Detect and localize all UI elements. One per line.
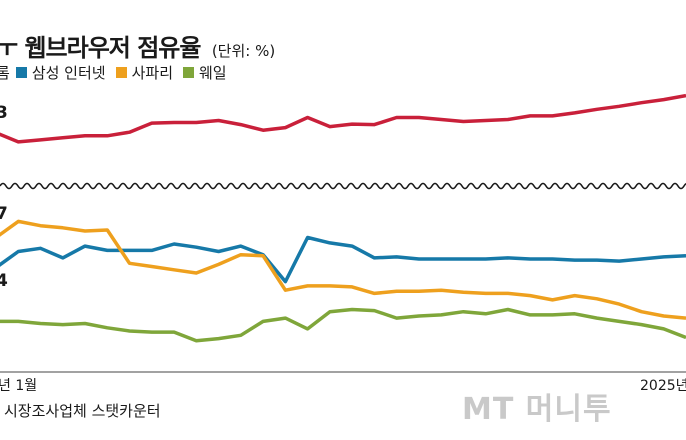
source-note: 시장조사업체 스탯카운터 — [4, 402, 161, 420]
x-start-month: 1월 — [15, 378, 38, 394]
legend-partial-label: 롬 — [0, 64, 10, 82]
title-text: 웹브라우저 점유율 — [24, 34, 201, 62]
x-start-prefix: 년 — [0, 378, 11, 394]
watermark-logo: MT 머니투 — [462, 392, 612, 427]
title-prefix: ㅜ — [0, 34, 18, 62]
legend-swatch-safari — [115, 67, 127, 78]
x-end-label: 2025년 — [640, 378, 686, 394]
legend-label-safari: 사파리 — [131, 64, 173, 82]
legend-label-whale: 웨일 — [199, 64, 227, 82]
legend-swatch-samsung — [15, 67, 27, 78]
series-lines — [0, 93, 686, 343]
axis-break-mark — [0, 182, 686, 190]
axis-marker-1: 7 — [0, 204, 8, 224]
x-start-label: 년 1월 — [0, 375, 37, 395]
axis-marker-2: 4 — [0, 271, 8, 291]
axis-markers: 3 7 4 — [0, 103, 8, 291]
axis-marker-0: 3 — [0, 103, 8, 123]
legend-label-samsung: 삼성 인터넷 — [31, 64, 106, 82]
legend-item-samsung: 삼성 인터넷 — [15, 62, 106, 83]
series-line-2 — [0, 219, 686, 320]
series-line-3 — [0, 307, 686, 343]
legend-item-whale: 웨일 — [183, 62, 227, 83]
legend-item-safari: 사파리 — [115, 62, 173, 83]
axis-break-wave — [0, 182, 686, 190]
unit-label: (단위: %) — [211, 42, 276, 60]
legend: 롬 삼성 인터넷 사파리 웨일 — [0, 62, 231, 83]
chart-title: ㅜ 웹브라우저 점유율 (단위: %) — [0, 28, 275, 63]
legend-swatch-whale — [183, 67, 194, 78]
series-line-1 — [0, 235, 686, 284]
series-line-0 — [0, 93, 686, 144]
